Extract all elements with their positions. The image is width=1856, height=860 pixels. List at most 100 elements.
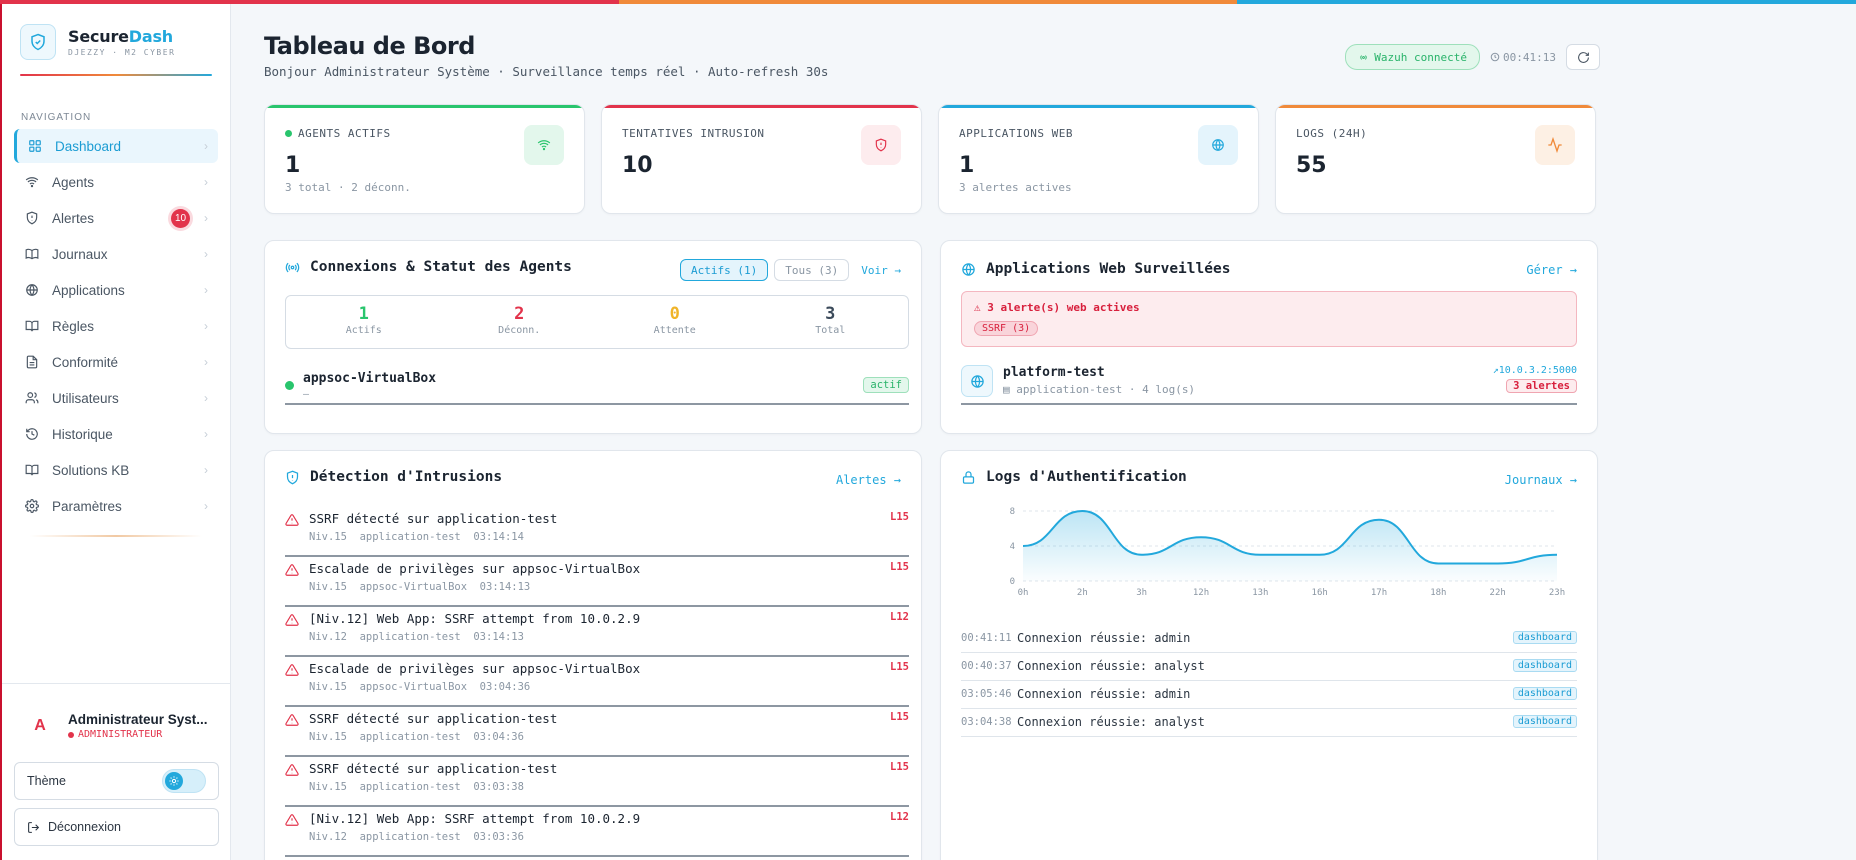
intrusion-meta: Niv.15 application-test 03:14:14 (309, 531, 524, 543)
user-profile[interactable]: A Administrateur Syst... ADMINISTRATEUR (14, 696, 219, 756)
logout-button[interactable]: Déconnexion (14, 808, 219, 846)
globe-icon (1198, 125, 1238, 165)
agent-count-actifs: 1 Actifs (286, 296, 442, 348)
sidebar-item-dashboard[interactable]: Dashboard › (14, 129, 218, 163)
auth-message: Connexion réussie: analyst (1017, 715, 1205, 729)
intrusion-meta: Niv.15 appsoc-VirtualBox 03:14:13 (309, 581, 531, 593)
external-link-icon: ↗ (1492, 365, 1499, 376)
wifi-icon (24, 174, 40, 190)
auth-log-row[interactable]: 03:04:38 Connexion réussie: analyst dashbo… (961, 709, 1577, 737)
sidebar-item-agents[interactable]: Agents › (14, 165, 218, 199)
y-tick-label: 0 (1010, 577, 1015, 587)
broadcast-icon (285, 260, 300, 275)
theme-toggle-row: Thème (14, 762, 219, 800)
view-journals-link[interactable]: Journaux → (1504, 473, 1577, 487)
sidebar-item-solutions-kb[interactable]: Solutions KB › (14, 453, 218, 487)
agent-count-total: 3 Total (753, 296, 909, 348)
agent-count-d-conn: 2 Déconn. (442, 296, 598, 348)
clock: 00:41:13 (1490, 51, 1556, 64)
chevron-right-icon: › (204, 427, 208, 441)
stat-card[interactable]: TENTATIVES INTRUSION 10 (601, 104, 922, 214)
warning-icon (285, 513, 299, 532)
intrusion-title: SSRF détecté sur application-test (309, 761, 558, 776)
sidebar-item-r-gles[interactable]: Règles › (14, 309, 218, 343)
sidebar-item-alertes[interactable]: Alertes 10 › (14, 201, 218, 235)
manage-apps-link[interactable]: Gérer → (1526, 263, 1577, 277)
auth-chart: 0 4 8 0h 2h 3h 12h 13h 16h 17h 18h 22h 23h (1010, 507, 1566, 598)
brand-divider (20, 74, 212, 76)
agent-row[interactable]: appsoc-VirtualBox — actif (285, 371, 909, 405)
ssrf-chip[interactable]: SSRF (3) (974, 321, 1039, 336)
app-url-link[interactable]: ↗10.0.3.2:5000 (1492, 365, 1577, 376)
auth-log-row[interactable]: 00:40:37 Connexion réussie: analyst dashbo… (961, 653, 1577, 681)
sidebar-item-label: Applications (52, 282, 125, 298)
brand[interactable]: SecureDash DJEZZY · M2 CYBER (2, 4, 230, 60)
auth-source-tag: dashboard (1512, 631, 1577, 644)
agents-card: Connexions & Statut des Agents Actifs (1… (264, 240, 922, 434)
intrusion-title: SSRF détecté sur application-test (309, 711, 558, 726)
intrusion-item[interactable]: Escalade de privilèges sur appsoc-Virtua… (285, 657, 909, 707)
intrusion-level: L12 (890, 811, 909, 823)
sidebar-item-applications[interactable]: Applications › (14, 273, 218, 307)
chevron-right-icon: › (204, 247, 208, 261)
stat-card[interactable]: AGENTS ACTIFS 1 3 total · 2 déconn. (264, 104, 585, 214)
intrusion-title: Escalade de privilèges sur appsoc-Virtua… (309, 661, 641, 676)
auth-message: Connexion réussie: admin (1017, 687, 1191, 701)
sidebar-item-conformit-[interactable]: Conformité › (14, 345, 218, 379)
intrusion-item[interactable]: Escalade de privilèges sur appsoc-Virtua… (285, 557, 909, 607)
page-title: Tableau de Bord (264, 32, 475, 60)
theme-label: Thème (27, 774, 66, 788)
sidebar-nav: Dashboard › Agents › Alertes 10 › Journaux › Appl… (2, 129, 230, 523)
chevron-right-icon: › (204, 463, 208, 477)
auth-log-row[interactable]: 00:41:11 Connexion réussie: admin dashboar… (961, 625, 1577, 653)
clock-icon (1490, 52, 1500, 62)
app-row[interactable]: platform-test ▤ application-test · 4 log… (961, 365, 1577, 405)
intrusion-item[interactable]: SSRF détecté sur application-test Niv.15 … (285, 507, 909, 557)
logout-icon (27, 821, 40, 834)
intrusion-title: [Niv.12] Web App: SSRF attempt from 10.0… (309, 811, 641, 826)
shield-alert-icon (861, 125, 901, 165)
stat-label: APPLICATIONS WEB (959, 127, 1073, 140)
auth-log-row[interactable]: 03:05:46 Connexion réussie: admin dashboar… (961, 681, 1577, 709)
intrusion-item[interactable]: SSRF détecté sur application-test Niv.15 … (285, 757, 909, 807)
stat-footnote: 3 alertes actives (959, 181, 1072, 194)
filter-all-button[interactable]: Tous (3) (774, 259, 850, 281)
intrusion-item[interactable]: [Niv.12] Web App: SSRF attempt from 10.0… (285, 807, 909, 857)
auth-message: Connexion réussie: admin (1017, 631, 1191, 645)
sidebar-item-param-tres[interactable]: Paramètres › (14, 489, 218, 523)
x-tick-label: 12h (1193, 588, 1209, 598)
grid-icon (27, 138, 43, 154)
view-agents-link[interactable]: Voir → (861, 263, 901, 277)
view-alerts-link[interactable]: Alertes → (835, 473, 901, 487)
theme-toggle[interactable] (162, 769, 206, 793)
sidebar-item-historique[interactable]: Historique › (14, 417, 218, 451)
status-dot (285, 381, 294, 390)
sidebar-item-journaux[interactable]: Journaux › (14, 237, 218, 271)
auth-card-title: Logs d'Authentification (961, 469, 1187, 485)
stat-value: 1 (285, 153, 301, 178)
app-name: platform-test (1003, 365, 1105, 380)
sidebar-item-label: Agents (52, 174, 95, 190)
top-accent-strip (0, 0, 1856, 4)
filter-active-button[interactable]: Actifs (1) (680, 259, 769, 281)
intrusion-item[interactable]: [Niv.12] Web App: SSRF attempt from 10.0… (285, 607, 909, 657)
agents-card-title: Connexions & Statut des Agents (285, 259, 572, 275)
intrusion-item[interactable]: SSRF détecté sur application-test Niv.15 … (285, 707, 909, 757)
sidebar-item-label: Historique (52, 426, 113, 442)
x-tick-label: 2h (1077, 588, 1088, 598)
brand-subtitle: DJEZZY · M2 CYBER (68, 47, 176, 57)
chevron-right-icon: › (204, 355, 208, 369)
globe-icon (961, 365, 993, 397)
stat-card[interactable]: APPLICATIONS WEB 1 3 alertes actives (938, 104, 1259, 214)
intrusions-card: Détection d'Intrusions Alertes → SSRF dé… (264, 450, 922, 860)
web-alert-box: ⚠ 3 alerte(s) web actives SSRF (3) (961, 291, 1577, 347)
x-tick-label: 23h (1549, 588, 1565, 598)
refresh-button[interactable] (1566, 44, 1600, 70)
x-tick-label: 22h (1490, 588, 1506, 598)
stat-card[interactable]: LOGS (24H) 55 (1275, 104, 1596, 214)
chevron-right-icon: › (204, 499, 208, 513)
intrusion-meta: Niv.12 application-test 03:03:36 (309, 831, 524, 843)
journal-icon (24, 246, 40, 262)
stat-value: 1 (959, 153, 975, 178)
sidebar-item-utilisateurs[interactable]: Utilisateurs › (14, 381, 218, 415)
